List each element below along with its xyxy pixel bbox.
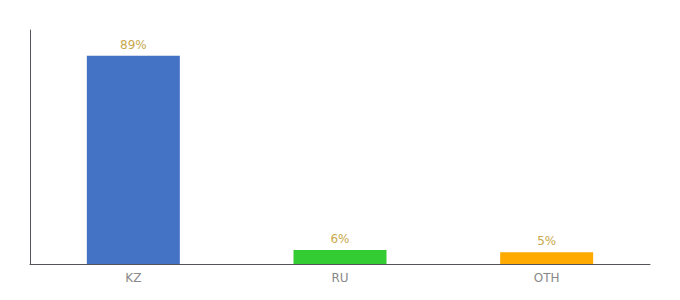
svg-text:5%: 5%	[537, 234, 556, 248]
svg-text:OTH: OTH	[534, 271, 560, 285]
svg-text:RU: RU	[331, 271, 348, 285]
svg-text:KZ: KZ	[125, 271, 141, 285]
svg-text:6%: 6%	[330, 232, 349, 246]
svg-text:89%: 89%	[120, 38, 147, 52]
